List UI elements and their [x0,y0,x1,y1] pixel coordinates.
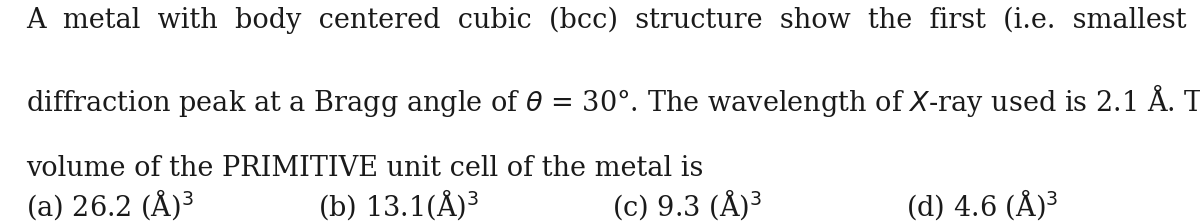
Text: (d) 4.6 (Å)$^{3}$: (d) 4.6 (Å)$^{3}$ [906,187,1058,222]
Text: A  metal  with  body  centered  cubic  (bcc)  structure  show  the  first  (i.e.: A metal with body centered cubic (bcc) s… [26,7,1200,34]
Text: (a) 26.2 (Å)$^{3}$: (a) 26.2 (Å)$^{3}$ [26,187,194,222]
Text: (c) 9.3 (Å)$^{3}$: (c) 9.3 (Å)$^{3}$ [612,187,762,222]
Text: diffraction peak at a Bragg angle of $\theta$ = 30°. The wavelength of $X$-ray u: diffraction peak at a Bragg angle of $\t… [26,82,1200,119]
Text: (b) 13.1(Å)$^{3}$: (b) 13.1(Å)$^{3}$ [318,187,479,222]
Text: volume of the PRIMITIVE unit cell of the metal is: volume of the PRIMITIVE unit cell of the… [26,155,703,182]
